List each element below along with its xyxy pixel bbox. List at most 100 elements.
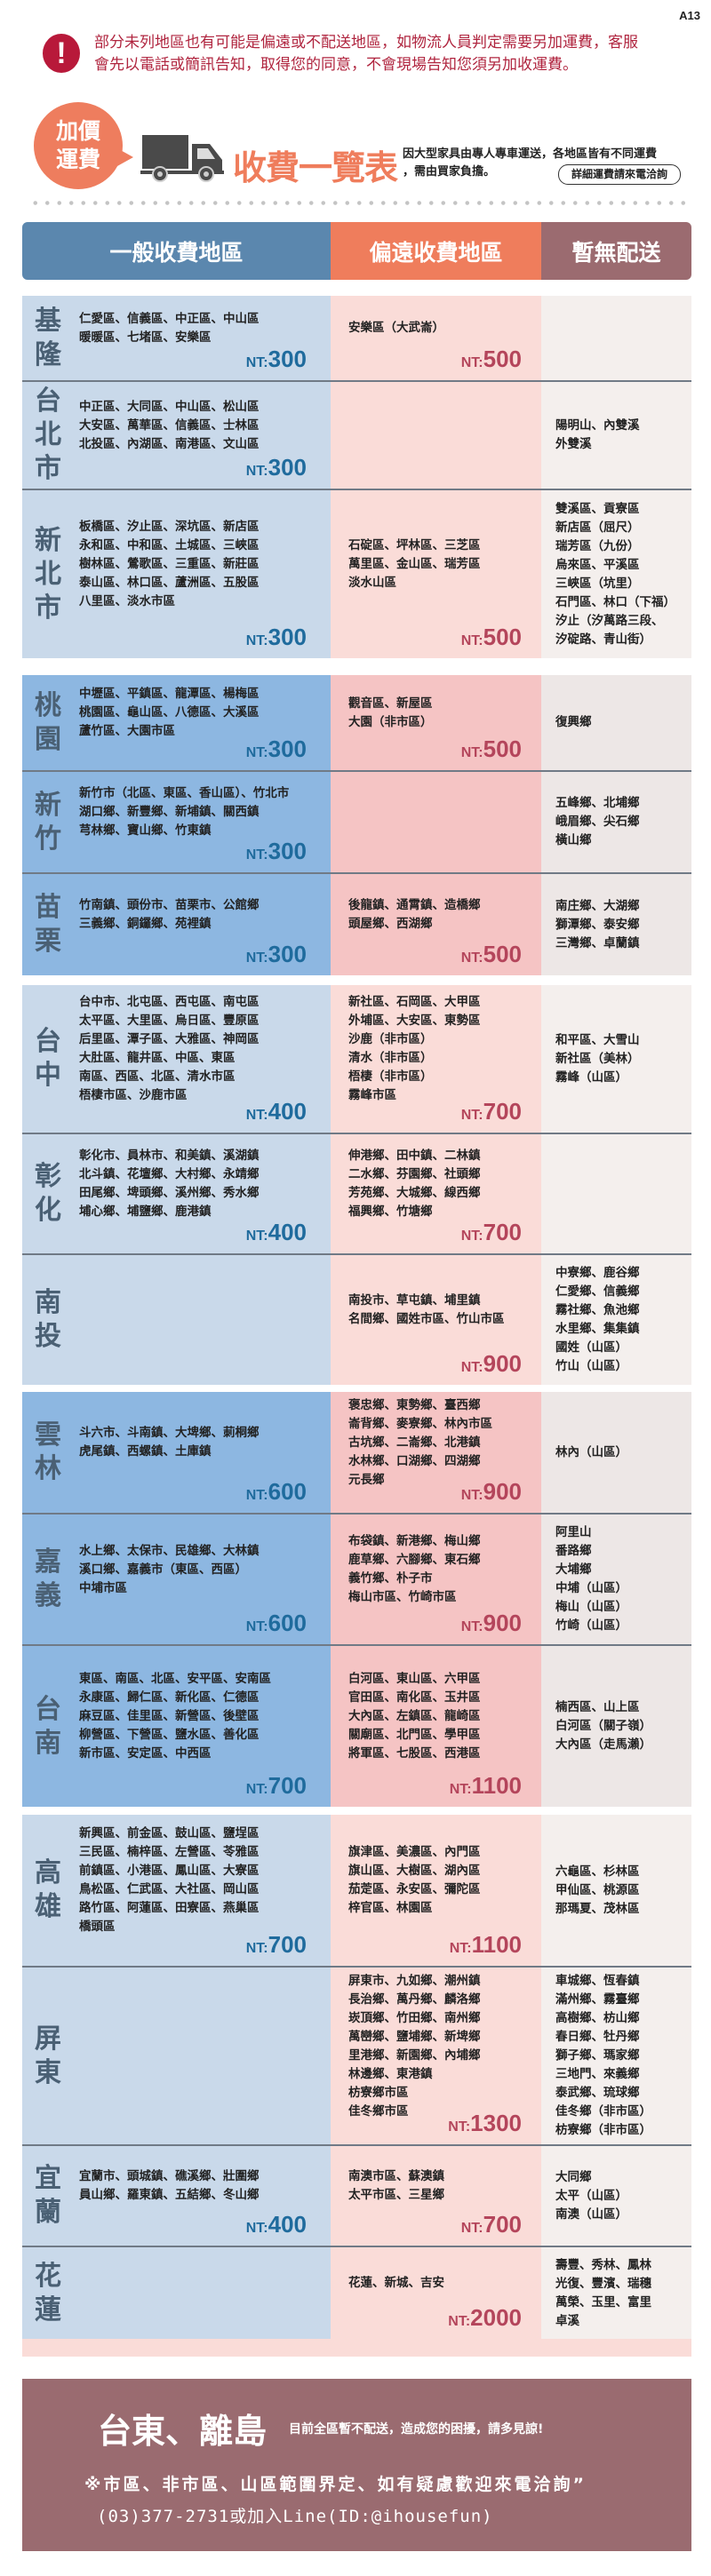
general-cell: 宜蘭 宜蘭市、頭城鎮、礁溪鄉、壯圍鄉 員山鄉、羅東鎮、五結鄉、冬山鄉 NT:400 (22, 2146, 331, 2246)
district-line: 林邊鄉、東港鎮 (348, 2066, 433, 2081)
district-line: 楠西區、山上區 (555, 1700, 640, 1714)
district-line: 瑞芳區（九份） (555, 538, 640, 553)
district-line: 南區、西區、北區、清水市區 (79, 1069, 236, 1084)
table-row: 嘉義 水上鄉、太保市、民雄鄉、大林鎮 溪口鄉、嘉義市（東區、西區） 中埔市區 NT:60… (22, 1513, 691, 1644)
district-line: 田尾鄉、埤頭鄉、溪州鄉、秀水鄉 (79, 1186, 260, 1200)
price-label: NT:500 (461, 346, 522, 373)
table-row: 雲林 斗六市、斗南鎮、大埤鄉、莿桐鄉 虎尾鎮、西螺鎮、土庫鎮 NT:600 褒忠鄉、東勢… (22, 1392, 691, 1513)
district-line: 淡水山區 (348, 576, 396, 590)
price-label: NT:400 (246, 1219, 307, 1246)
district-line: 外埔區、大安區、東勢區 (348, 1014, 481, 1028)
call-for-details-button[interactable]: 詳細運費請來電洽詢 (558, 164, 681, 185)
table-row: 新竹 新竹市（北區、東區、香山區）、竹北市 湖口鄉、新豐鄉、新埔鎮、關西鎮 芎林鄉、寶… (22, 770, 691, 872)
no-delivery-cell: 壽豐、秀林、鳳林 光復、豐濱、瑞穗 萬榮、玉里、富里 卓溪 (541, 2247, 691, 2339)
no-delivery-cell: 中寮鄉、鹿谷鄉 仁愛鄉、信義鄉 霧社鄉、魚池鄉 水里鄉、集集鎮 國姓（山區） 竹山（山區） (541, 1255, 691, 1385)
currency-prefix: NT: (449, 1782, 472, 1797)
footer-subtitle: 目前全區暫不配送，造成您的困擾，請多見諒! (289, 2422, 544, 2437)
district-line: 伸港鄉、田中鎮、二林鎮 (348, 1149, 481, 1163)
general-cell: 桃園 中壢區、平鎮區、龍潭區、楊梅區 桃園區、龜山區、八德區、大溪區 蘆竹區、大園市區… (22, 675, 331, 770)
region-name-box: 新北市 (22, 490, 74, 658)
district-line: 斗六市、斗南鎮、大埤鄉、莿桐鄉 (79, 1426, 260, 1440)
district-line: 水上鄉、太保市、民雄鄉、大林鎮 (79, 1543, 260, 1558)
currency-prefix: NT: (460, 1108, 483, 1123)
currency-prefix: NT: (448, 2314, 471, 2329)
region-name-box: 新竹 (22, 772, 74, 872)
price-value: 400 (268, 1219, 307, 1245)
region-group: 桃園 中壢區、平鎮區、龍潭區、楊梅區 桃園區、龜山區、八德區、大溪區 蘆竹區、大園市區… (22, 675, 691, 975)
price-value: 300 (268, 346, 307, 372)
price-value: 500 (483, 941, 522, 967)
district-line: 萬榮、玉里、富里 (555, 2294, 651, 2310)
price-value: 1300 (470, 2110, 522, 2136)
district-line: 將軍區、七股區、西港區 (348, 1746, 481, 1761)
remote-cell: 花蓮、新城、吉安 NT:2000 (331, 2247, 541, 2339)
district-line: 柳營區、下營區、鹽水區、善化區 (79, 1728, 260, 1742)
table-row: 苗栗 竹南鎮、頭份市、苗栗市、公館鄉 三義鄉、銅鑼鄉、苑裡鎮 NT:300 後龍鎮、通霄… (22, 872, 691, 975)
currency-prefix: NT: (245, 633, 268, 648)
price-label: NT:500 (461, 624, 522, 651)
price-label: NT:500 (461, 941, 522, 968)
no-delivery-cell: 雙溪區、貢寮區 新店區（屈尺） 瑞芳區（九份） 烏來區、平溪區 三峽區（坑里） 石門區、林… (541, 490, 691, 658)
price-label: NT:900 (461, 1350, 522, 1378)
district-line: 員山鄉、羅東鎮、五結鄉、冬山鄉 (79, 2188, 260, 2202)
region-name: 台北市 (35, 386, 61, 484)
region-name: 花蓮 (35, 2260, 61, 2326)
currency-prefix: NT: (460, 950, 483, 966)
district-line: 里港鄉、新園鄉、內埔鄉 (348, 2047, 481, 2063)
badge-line: 加價 (55, 118, 100, 144)
district-line: 清水（非市區） (348, 1051, 433, 1065)
district-line: 霧社鄉、魚池鄉 (555, 1303, 640, 1317)
table-row: 南投 南投市、草屯鎮、埔里鎮 名間鄉、國姓市區、竹山市區 NT:900 中寮鄉、鹿谷鄉仁… (22, 1253, 691, 1385)
general-cell: 彰化 彰化市、員林市、和美鎮、溪湖鎮 北斗鎮、花壇鄉、大村鄉、永靖鄉 田尾鄉、埤頭鄉、… (22, 1134, 331, 1253)
header-no-delivery: 暫無配送 (541, 222, 691, 280)
general-cell: 花蓮 (22, 2247, 331, 2339)
district-line: 北斗鎮、花壇鄉、大村鄉、永靖鄉 (79, 1167, 260, 1181)
price-value: 700 (268, 1931, 307, 1958)
currency-prefix: NT: (245, 464, 268, 479)
district-line: 中埔（山區） (555, 1581, 627, 1595)
district-line: 芎林鄉、寶山鄉、竹東鎮 (79, 823, 212, 838)
district-line: 芳苑鄉、大城鄉、線西鄉 (348, 1186, 481, 1200)
district-line: 泰山區、林口區、蘆洲區、五股區 (79, 576, 260, 590)
district-line: 彰化市、員林市、和美鎮、溪湖鎮 (79, 1149, 260, 1163)
district-line: 宜蘭市、頭城鎮、礁溪鄉、壯圍鄉 (79, 2169, 260, 2183)
bottom-strip (22, 2339, 691, 2357)
price-value: 900 (483, 1478, 522, 1505)
general-cell: 新北市 板橋區、汐止區、深坑區、新店區 永和區、中和區、土城區、三峽區 樹林區、鶯歌區… (22, 490, 331, 658)
currency-prefix: NT: (460, 2221, 483, 2236)
district-line: 車城鄉、恆春鎮 (555, 1974, 640, 1988)
currency-prefix: NT: (449, 1941, 472, 1956)
district-line: 泰武鄉、琉球鄉 (555, 2086, 640, 2100)
page-title: 收費一覽表 (233, 148, 398, 187)
price-label: NT:900 (461, 1478, 522, 1506)
no-delivery-cell: 南庄鄉、大湖鄉 獅潭鄉、泰安鄉 三灣鄉、卓蘭鎮 (541, 874, 691, 975)
district-line: 滿州鄉、霧臺鄉 (555, 1992, 640, 2007)
price-label: NT:300 (246, 838, 307, 865)
price-value: 400 (268, 2211, 307, 2238)
region-name: 台中 (35, 1026, 61, 1091)
region-name-box: 雲林 (22, 1392, 74, 1513)
district-line: 南庄鄉、大湖鄉 (555, 898, 640, 913)
remote-cell: 旗津區、美濃區、內門區 旗山區、大樹區、湖內區 茄萣區、永安區、彌陀區 梓官區、林園區… (331, 1815, 541, 1966)
district-line: 甲仙區、桃源區 (555, 1882, 640, 1897)
general-cell: 台中 台中市、北屯區、西屯區、南屯區 太平區、大里區、烏日區、豐原區 后里區、潭子區、… (22, 985, 331, 1133)
price-value: 300 (268, 624, 307, 650)
district-line: 桃園區、龜山區、八德區、大溪區 (79, 705, 260, 720)
table-row: 彰化 彰化市、員林市、和美鎮、溪湖鎮 北斗鎮、花壇鄉、大村鄉、永靖鄉 田尾鄉、埤頭鄉、… (22, 1133, 691, 1253)
price-value: 600 (268, 1610, 307, 1636)
region-name-box: 宜蘭 (22, 2146, 74, 2246)
surcharge-badge: 加價 運費 (34, 102, 133, 189)
currency-prefix: NT: (448, 2119, 471, 2135)
warning-text: 部分未列地區也有可能是偏遠或不配送地區，如物流人員判定需要另加運費，客服 會先以… (94, 32, 699, 76)
district-line: 永康區、歸仁區、新化區、仁德區 (79, 1690, 260, 1705)
district-line: 梧棲市區、沙鹿市區 (79, 1088, 188, 1102)
footer-note: ※市區、非市區、山區範圍界定、如有疑慮歡迎來電洽詢” (84, 2475, 587, 2494)
district-line: 元長鄉 (348, 1472, 385, 1487)
district-line: 獅子鄉、瑪家鄉 (555, 2048, 640, 2063)
district-line: 外雙溪 (555, 437, 592, 451)
currency-prefix: NT: (460, 1228, 483, 1244)
general-cell: 屏東 (22, 1968, 331, 2144)
price-label: NT:700 (461, 1219, 522, 1246)
footer-contact[interactable]: (03)377-2731或加入Line(ID:@ihousefun) (97, 2507, 493, 2526)
region-name-box: 台南 (22, 1646, 74, 1807)
